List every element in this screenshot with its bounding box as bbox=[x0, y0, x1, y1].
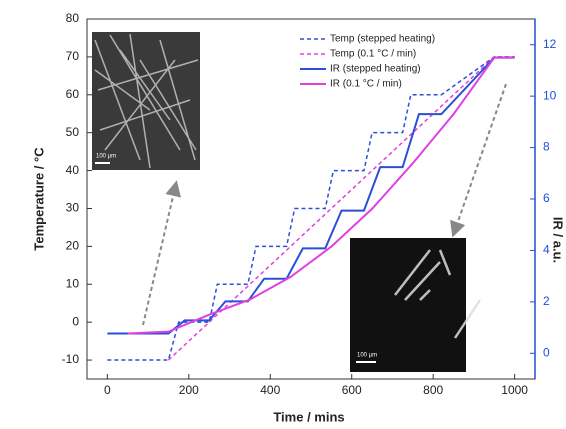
y2-tick-label: 2 bbox=[543, 294, 550, 308]
arrow bbox=[142, 180, 181, 326]
y-tick-label: 40 bbox=[66, 163, 80, 177]
x-tick-label: 400 bbox=[260, 383, 280, 397]
y2-tick-label: 10 bbox=[543, 88, 557, 102]
x-tick-label: 1000 bbox=[501, 383, 528, 397]
y2-tick-label: 8 bbox=[543, 140, 550, 154]
inset-image: 100 µm bbox=[92, 32, 200, 170]
scale-label: 100 µm bbox=[96, 154, 116, 160]
y2-axis-label: IR / a.u. bbox=[551, 217, 566, 263]
x-tick-label: 0 bbox=[104, 383, 111, 397]
y-tick-label: 80 bbox=[66, 11, 80, 25]
y-tick-label: 60 bbox=[66, 87, 80, 101]
scale-label: 100 µm bbox=[357, 353, 377, 359]
x-axis-label: Time / mins bbox=[273, 409, 344, 424]
x-tick-label: 200 bbox=[179, 383, 199, 397]
x-tick-label: 600 bbox=[342, 383, 362, 397]
y-tick-label: -10 bbox=[62, 352, 80, 366]
y-tick-label: 10 bbox=[66, 276, 80, 290]
series-line bbox=[107, 56, 515, 335]
legend-label: Temp (stepped heating) bbox=[330, 34, 435, 45]
x-tick-label: 800 bbox=[423, 383, 443, 397]
y-tick-label: 50 bbox=[66, 125, 80, 139]
y-tick-label: 0 bbox=[72, 314, 79, 328]
legend-label: Temp (0.1 °C / min) bbox=[330, 49, 416, 60]
legend-label: IR (0.1 °C / min) bbox=[330, 79, 402, 90]
y2-tick-label: 0 bbox=[543, 345, 550, 359]
y-tick-label: 30 bbox=[66, 201, 80, 215]
arrow bbox=[450, 83, 507, 238]
legend-label: IR (stepped heating) bbox=[330, 64, 421, 75]
y-tick-label: 70 bbox=[66, 49, 80, 63]
y2-tick-label: 12 bbox=[543, 37, 557, 51]
inset-image: 100 µm bbox=[350, 238, 482, 372]
y2-tick-label: 6 bbox=[543, 191, 550, 205]
y-axis-label: Temperature / °C bbox=[31, 147, 46, 251]
series-line bbox=[127, 56, 515, 335]
series-line bbox=[107, 56, 515, 361]
y-tick-label: 20 bbox=[66, 239, 80, 253]
y2-tick-label: 4 bbox=[543, 243, 550, 257]
